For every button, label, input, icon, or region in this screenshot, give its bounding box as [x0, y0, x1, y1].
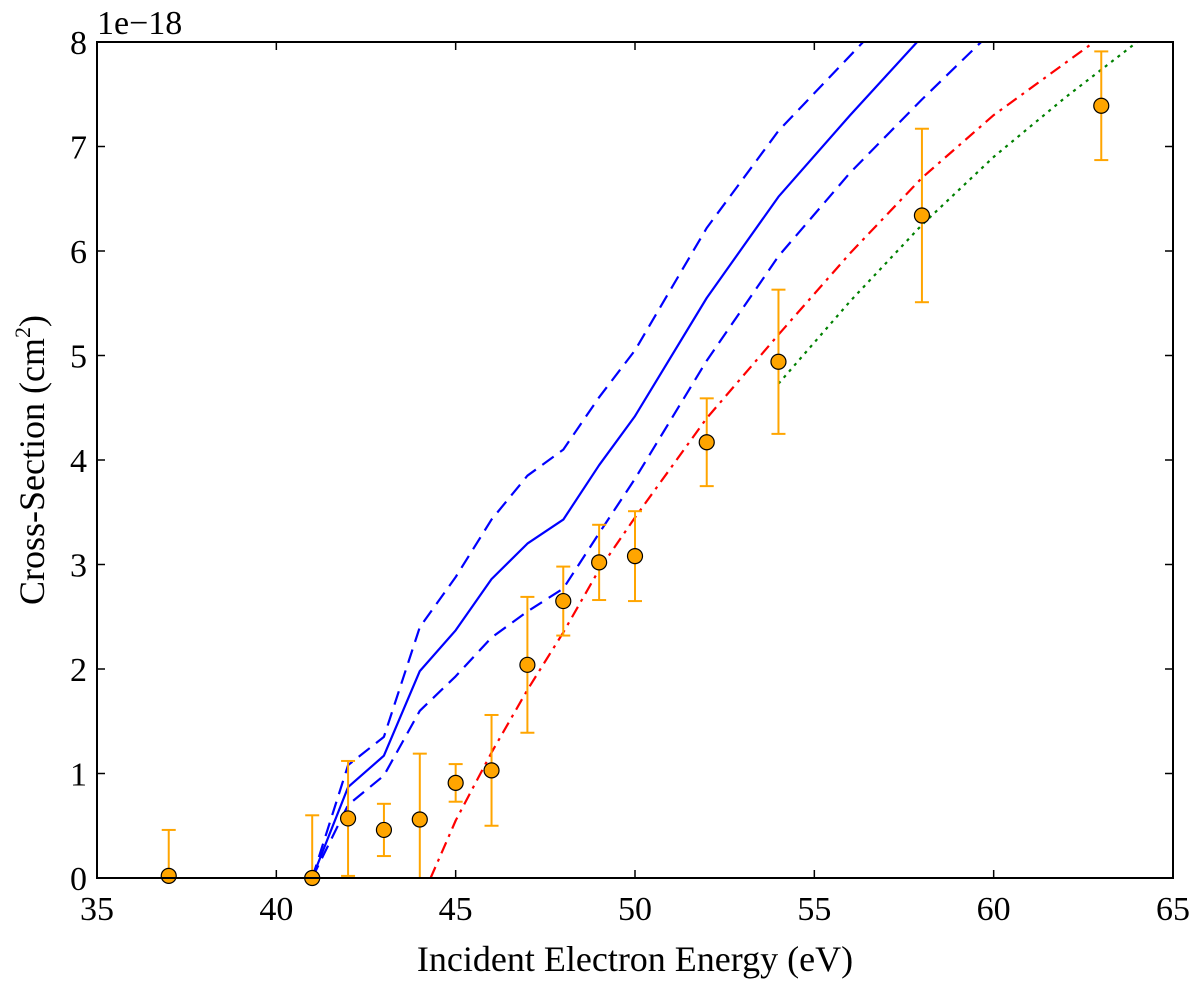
x-tick-label-35: 35: [80, 891, 114, 928]
y-axis-label: Cross-Section (cm2): [10, 315, 52, 605]
data-point-48: [555, 592, 572, 610]
y-tick-label-3: 3: [70, 548, 87, 585]
x-tick-label-45: 45: [439, 891, 473, 928]
x-tick-label-55: 55: [797, 891, 831, 928]
y-tick-label-1: 1: [70, 757, 87, 794]
data-point-54: [770, 353, 787, 370]
x-tick-label-65: 65: [1156, 891, 1190, 928]
data-point-49: [591, 554, 608, 571]
data-point-42: [339, 810, 357, 827]
data-point-58: [913, 207, 931, 224]
data-point-63: [1093, 97, 1110, 114]
series-solid-blue: [311, 42, 919, 878]
data-point-52: [698, 434, 715, 451]
data-point-46: [483, 762, 500, 779]
y-tick-label-5: 5: [70, 339, 87, 376]
y-axis-label-close: ): [12, 315, 52, 327]
data-point-47: [519, 656, 536, 673]
x-tick-label-40: 40: [259, 891, 293, 928]
y-axis-label-main: Cross-Section (cm: [12, 338, 52, 605]
errorbar-41: [305, 814, 320, 878]
x-tick-label-50: 50: [618, 891, 652, 928]
data-point-37: [160, 867, 177, 885]
y-offset-label: 1e−18: [97, 5, 182, 42]
y-tick-label-0: 0: [70, 861, 87, 898]
series-dashed-blue-upper: [311, 42, 865, 878]
data-point-43: [375, 821, 393, 839]
plot-area: [97, 42, 1173, 878]
data-point-44: [411, 811, 428, 828]
y-tick-label-7: 7: [70, 130, 87, 167]
x-tick-label-60: 60: [977, 891, 1011, 928]
y-tick-label-4: 4: [70, 443, 87, 480]
series-layer: [311, 42, 1138, 878]
y-tick-label-2: 2: [70, 652, 87, 689]
y-axis-label-superscript: 2: [10, 327, 35, 338]
data-point-50: [626, 548, 644, 565]
y-tick-label-8: 8: [70, 25, 87, 62]
series-dashed-blue-lower: [311, 42, 983, 878]
y-tick-label-6: 6: [70, 234, 87, 271]
data-point-45: [447, 774, 464, 792]
x-axis-label: Incident Electron Energy (eV): [417, 939, 853, 979]
